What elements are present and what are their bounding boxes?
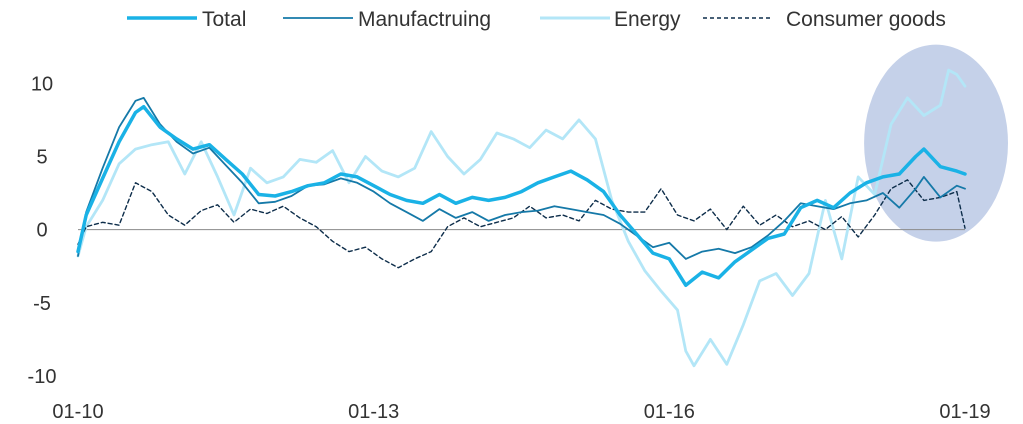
y-tick-label: -10 <box>28 366 57 388</box>
x-axis-tick-labels: 01-10 01-13 01-16 01-19 <box>52 401 990 423</box>
y-tick-label: -5 <box>33 293 51 315</box>
y-tick-label: 10 <box>31 73 53 95</box>
y-tick-label: 5 <box>36 146 47 168</box>
x-tick-label: 01-19 <box>939 401 990 423</box>
x-tick-label: 01-10 <box>52 401 103 423</box>
series-line-energy <box>76 68 967 368</box>
x-tick-label: 01-13 <box>348 401 399 423</box>
y-axis-tick-labels: 10 5 0 -5 -10 <box>28 73 57 388</box>
series-layer <box>76 68 967 368</box>
legend-label: Energy <box>614 8 681 31</box>
legend: Total Manufactruing Energy Consumer goods <box>127 8 946 31</box>
highlight-layer <box>864 44 1009 242</box>
legend-label: Total <box>202 8 246 31</box>
x-tick-label: 01-16 <box>644 401 695 423</box>
highlight-ellipse <box>864 44 1009 242</box>
y-tick-label: 0 <box>36 220 47 242</box>
series-line-total <box>76 104 967 288</box>
legend-label: Consumer goods <box>786 8 946 31</box>
legend-label: Manufactruing <box>358 8 491 31</box>
series-line-manufactruing <box>77 97 966 260</box>
